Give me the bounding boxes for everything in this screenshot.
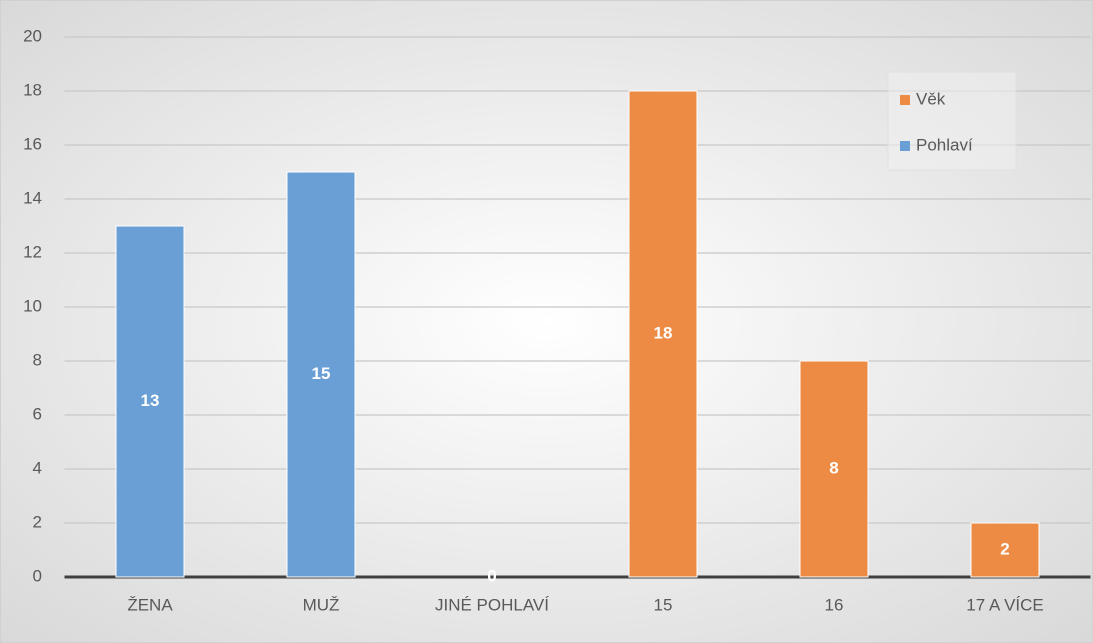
- y-tick-label: 10: [23, 296, 42, 315]
- y-tick-label: 14: [23, 188, 42, 207]
- bar: [799, 360, 869, 578]
- legend-label: Pohlaví: [916, 135, 973, 154]
- x-tick-label: 15: [654, 595, 673, 614]
- x-tick-label: 17 A VÍCE: [966, 595, 1044, 614]
- legend-swatch: [900, 141, 910, 151]
- data-label: 15: [312, 364, 331, 383]
- data-label: 0: [487, 566, 496, 585]
- data-label: 18: [654, 323, 673, 342]
- y-tick-label: 8: [33, 350, 42, 369]
- x-tick-label: JINÉ POHLAVÍ: [435, 595, 549, 614]
- data-label: 2: [1000, 539, 1009, 558]
- data-label: 13: [141, 391, 160, 410]
- data-label: 8: [829, 458, 838, 477]
- y-tick-label: 16: [23, 134, 42, 153]
- x-tick-label: 16: [825, 595, 844, 614]
- y-tick-label: 6: [33, 404, 42, 423]
- bar: [115, 225, 185, 578]
- bar: [970, 522, 1040, 578]
- y-tick-label: 2: [33, 512, 42, 531]
- bar: [286, 171, 356, 578]
- y-tick-label: 12: [23, 242, 42, 261]
- bar: [628, 90, 698, 578]
- x-tick-label: MUŽ: [303, 595, 340, 614]
- y-tick-label: 18: [23, 80, 42, 99]
- y-tick-label: 4: [33, 458, 42, 477]
- x-tick-label: ŽENA: [127, 595, 173, 614]
- y-tick-label: 0: [33, 566, 42, 585]
- legend-box: [887, 71, 1017, 171]
- y-tick-label: 20: [23, 26, 42, 45]
- legend-swatch: [900, 95, 910, 105]
- legend-label: Věk: [916, 89, 946, 108]
